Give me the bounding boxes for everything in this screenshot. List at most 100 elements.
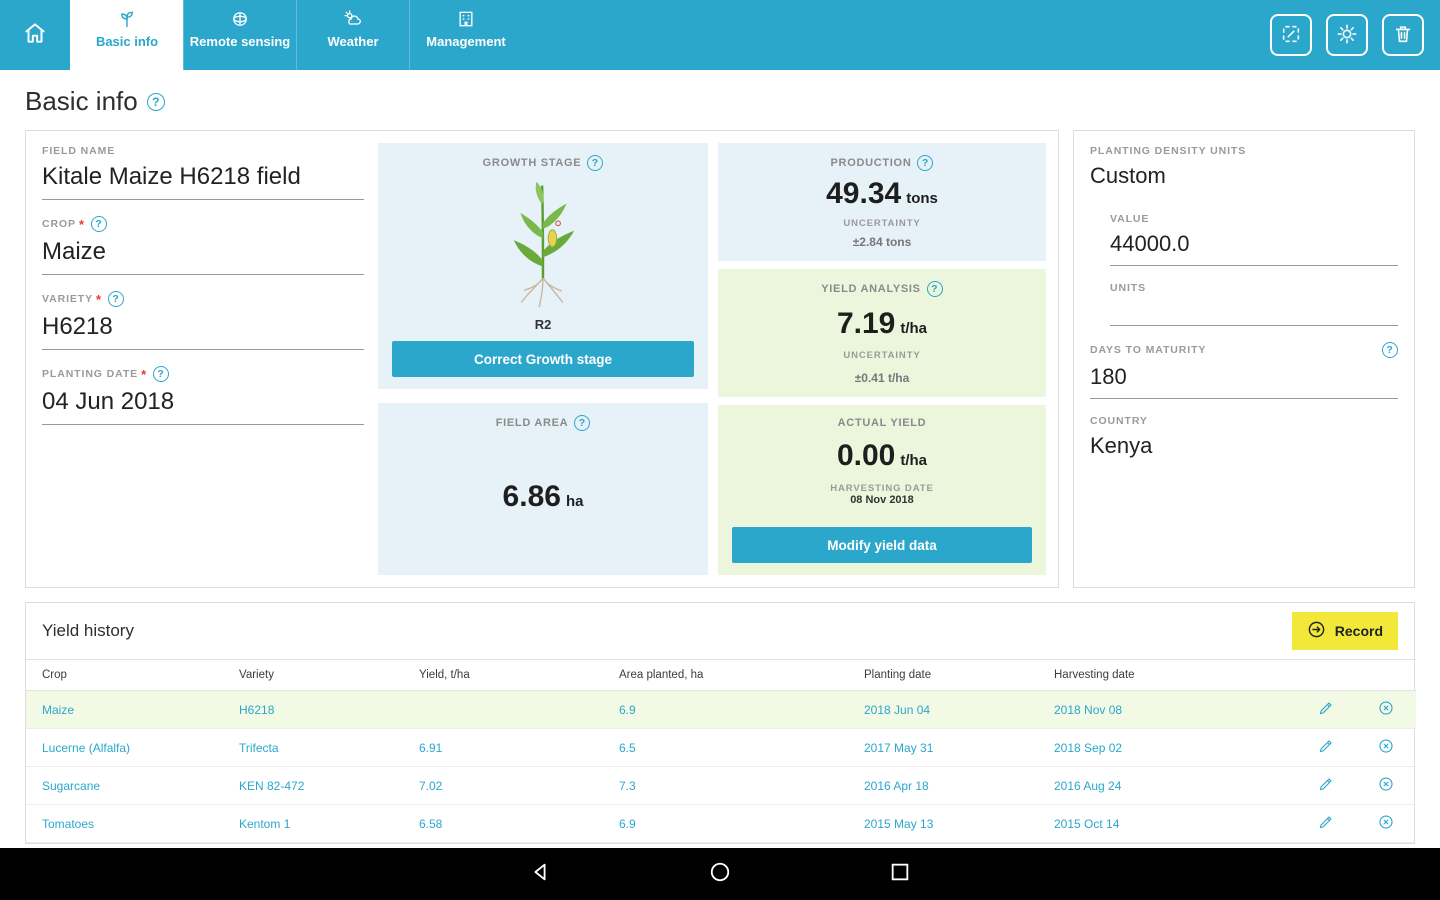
crop-label: CROP: [42, 216, 364, 232]
table-row[interactable]: Tomatoes Kentom 1 6.58 6.9 2015 May 13 2…: [26, 804, 1416, 843]
tab-bar: Basic info Remote sensing Weather Manage…: [70, 0, 522, 70]
tab-basic-info[interactable]: Basic info: [70, 0, 183, 70]
yield-analysis-help-icon[interactable]: [926, 281, 943, 297]
edit-borders-button[interactable]: [1270, 14, 1312, 56]
field-name-input[interactable]: Kitale Maize H6218 field: [42, 157, 364, 200]
growth-stage-plant-illustration: [392, 171, 694, 317]
tab-remote-sensing[interactable]: Remote sensing: [183, 0, 296, 70]
planting-density-panel: PLANTING DENSITY UNITS Custom VALUE 4400…: [1073, 130, 1415, 588]
stage-column: GROWTH STAGE: [378, 143, 708, 575]
modify-yield-data-button[interactable]: Modify yield data: [732, 527, 1032, 563]
planting-density-units-select[interactable]: Custom: [1090, 163, 1166, 188]
page-help-icon[interactable]: [146, 92, 165, 111]
recents-square-icon: [889, 861, 911, 888]
actual-yield-panel: ACTUAL YIELD 0.00 t/ha HARVESTING DATE 08…: [718, 405, 1046, 575]
delete-row-icon[interactable]: [1377, 737, 1395, 755]
density-units-label: UNITS: [1110, 282, 1146, 294]
weather-icon: [343, 9, 363, 32]
yield-analysis-uncertainty-value: ±0.41 t/ha: [854, 370, 910, 385]
record-button[interactable]: Record: [1291, 612, 1398, 650]
col-area-planted: Area planted, ha: [611, 659, 856, 691]
home-button[interactable]: [0, 0, 70, 70]
tab-label: Management: [426, 34, 506, 49]
growth-stage-help-icon[interactable]: [587, 155, 604, 171]
yield-history-panel: Yield history Record Crop Variety Yiel: [25, 602, 1416, 844]
edit-borders-icon: [1280, 23, 1302, 48]
edit-row-icon[interactable]: [1317, 699, 1335, 717]
field-area-help-icon[interactable]: [574, 415, 591, 431]
topbar-actions: [1270, 0, 1440, 70]
yield-analysis-panel: YIELD ANALYSIS 7.19t/ha UNCERTAINTY ±0.4…: [718, 269, 1046, 397]
field-name-label: FIELD NAME: [42, 145, 116, 157]
required-asterisk: [141, 367, 147, 382]
delete-field-button[interactable]: [1382, 14, 1424, 56]
variety-help-icon[interactable]: [108, 291, 124, 307]
production-help-icon[interactable]: [917, 155, 934, 171]
production-uncertainty-label: UNCERTAINTY: [843, 217, 921, 229]
panels-row: FIELD NAME Kitale Maize H6218 field CROP…: [25, 130, 1415, 588]
field-area-value: 6.86 ha: [502, 480, 584, 513]
variety-input[interactable]: H6218: [42, 307, 364, 350]
delete-row-icon[interactable]: [1377, 699, 1395, 717]
field-area-title: FIELD AREA: [392, 415, 694, 431]
field-name-group: FIELD NAME Kitale Maize H6218 field: [42, 145, 364, 200]
home-icon: [22, 20, 48, 51]
edit-row-icon[interactable]: [1317, 775, 1335, 793]
days-to-maturity-help-icon[interactable]: [1382, 342, 1398, 358]
edit-row-icon[interactable]: [1317, 737, 1335, 755]
actual-yield-value: 0.00 t/ha: [836, 439, 928, 472]
planting-date-group: PLANTING DATE 04 Jun 2018: [42, 366, 364, 425]
days-to-maturity-input[interactable]: 180: [1090, 358, 1398, 399]
planting-date-help-icon[interactable]: [153, 366, 170, 382]
page-title: Basic info: [25, 86, 138, 116]
planting-date-label: PLANTING DATE: [42, 366, 364, 382]
production-value: 49.34 tons: [826, 177, 938, 211]
density-value-group: VALUE 44000.0: [1110, 213, 1398, 266]
field-summary-panel: FIELD NAME Kitale Maize H6218 field CROP…: [25, 130, 1059, 588]
country-value: Kenya: [1090, 433, 1153, 458]
density-units-input[interactable]: [1110, 294, 1398, 326]
page-title-row: Basic info: [25, 86, 1415, 117]
android-recents-button[interactable]: [872, 861, 928, 888]
yield-analysis-value: 7.19 t/ha: [836, 306, 928, 340]
record-icon: [1307, 620, 1326, 642]
tab-weather[interactable]: Weather: [296, 0, 409, 70]
delete-row-icon[interactable]: [1377, 775, 1395, 793]
settings-button[interactable]: [1326, 14, 1368, 56]
table-row[interactable]: Lucerne (Alfalfa) Trifecta 6.91 6.5 2017…: [26, 728, 1416, 767]
tab-label: Basic info: [95, 34, 159, 49]
crop-help-icon[interactable]: [90, 216, 107, 232]
planting-date-input[interactable]: 04 Jun 2018: [42, 382, 364, 425]
gear-icon: [1336, 23, 1358, 48]
android-back-button[interactable]: [512, 861, 568, 888]
table-row[interactable]: Sugarcane KEN 82-472 7.02 7.3 2016 Apr 1…: [26, 766, 1416, 805]
tab-management[interactable]: Management: [409, 0, 522, 70]
delete-row-icon[interactable]: [1377, 813, 1395, 831]
yield-analysis-title: YIELD ANALYSIS: [732, 281, 1032, 297]
tab-label: Remote sensing: [189, 34, 291, 49]
variety-group: VARIETY H6218: [42, 291, 364, 350]
density-value-input[interactable]: 44000.0: [1110, 225, 1398, 266]
country-label: COUNTRY: [1090, 415, 1148, 427]
correct-growth-stage-button[interactable]: Correct Growth stage: [392, 341, 694, 377]
days-to-maturity-group: DAYS TO MATURITY 180: [1090, 342, 1398, 399]
growth-stage-panel: GROWTH STAGE: [378, 143, 708, 389]
col-edit: [1296, 659, 1356, 691]
back-icon: [529, 861, 551, 888]
country-group: COUNTRY Kenya: [1090, 415, 1398, 467]
density-units-group: UNITS: [1110, 282, 1398, 326]
android-home-button[interactable]: [692, 861, 748, 888]
top-bar: Basic info Remote sensing Weather Manage…: [0, 0, 1440, 70]
harvesting-date-value: 08 Nov 2018: [850, 494, 914, 506]
edit-row-icon[interactable]: [1317, 813, 1335, 831]
crop-group: CROP Maize: [42, 216, 364, 275]
crop-input[interactable]: Maize: [42, 232, 364, 275]
table-row[interactable]: Maize H6218 6.9 2018 Jun 04 2018 Nov 08: [26, 690, 1416, 729]
yield-history-title: Yield history: [42, 621, 134, 640]
col-planting-date: Planting date: [856, 659, 1046, 691]
yield-history-header: Yield history Record: [26, 603, 1414, 659]
col-harvesting-date: Harvesting date: [1046, 659, 1296, 691]
